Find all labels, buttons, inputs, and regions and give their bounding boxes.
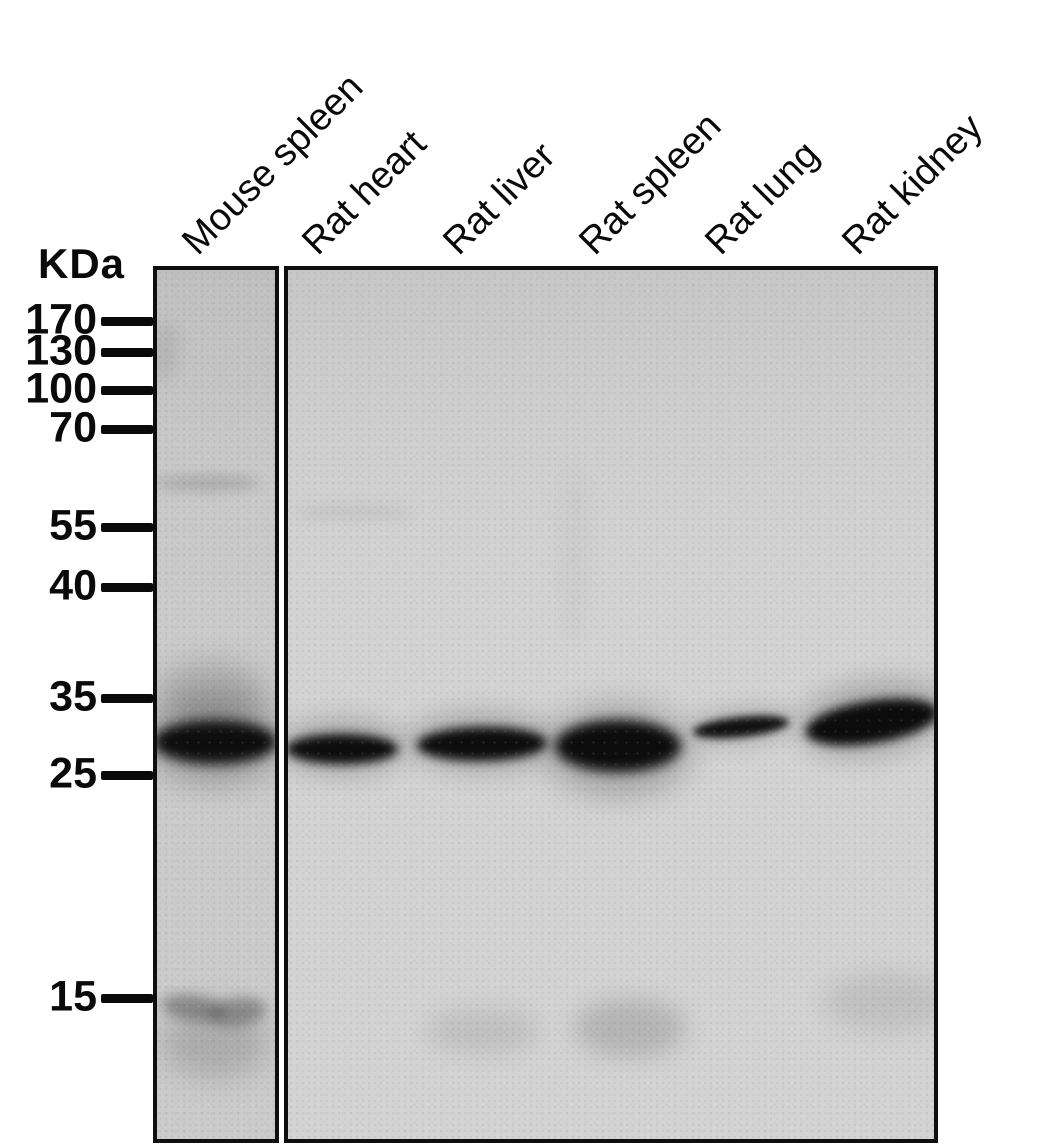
rat-spleen-band-halo [544,704,692,796]
rat-spleen-main-band [555,720,681,772]
rat-heart-faint-55k-smudge [291,505,413,519]
marker-label: 170 [25,295,97,344]
kda-unit-label: KDa [38,240,126,287]
marker-label: 55 [49,501,97,550]
marker-tick [101,424,153,434]
lane-label-rat-lung: Rat lung [697,133,828,263]
marker-label: 15 [49,972,97,1021]
mouse-spleen-edge-smudge [157,322,179,382]
marker-tick [101,522,153,532]
mouse-spleen-low-smear-halo [160,1006,270,1078]
marker-label: 100 [25,364,97,413]
rat-spleen-vertical-streak [563,455,585,645]
lane-label-rat-kidney: Rat kidney [834,106,991,263]
marker-label: 40 [49,561,97,610]
rat-liver-low-faint-band [426,1009,540,1053]
rat-lung-band-halo [682,701,800,751]
rat-kidney-band-halo [792,669,934,767]
mouse-spleen-main-band [157,720,275,764]
marker-tick [101,347,153,357]
rat-spleen-low-faint-band [574,999,686,1057]
marker-label: 35 [49,672,97,721]
marker-tick [101,993,153,1003]
marker-label: 130 [25,326,97,375]
mouse-spleen-main-halo [157,696,275,784]
marker-tick [101,693,153,703]
rat-kidney-low-smudge [823,973,934,1031]
rat-heart-band-halo [288,718,408,776]
marker-label: 70 [49,403,97,452]
marker-tick [101,385,153,395]
mouse-spleen-faint-60k-band [157,475,260,491]
marker-tick [101,770,153,780]
right-membrane-panel [284,266,938,1143]
left-membrane-panel [153,266,279,1143]
rat-liver-band-halo [406,711,558,773]
mouse-spleen-upper-cloud [157,660,268,726]
marker-tick [101,582,153,592]
marker-label: 25 [49,749,97,798]
rat-heart-main-band [288,734,398,764]
lane-label-rat-liver: Rat liver [435,134,564,263]
marker-tick [101,316,153,326]
